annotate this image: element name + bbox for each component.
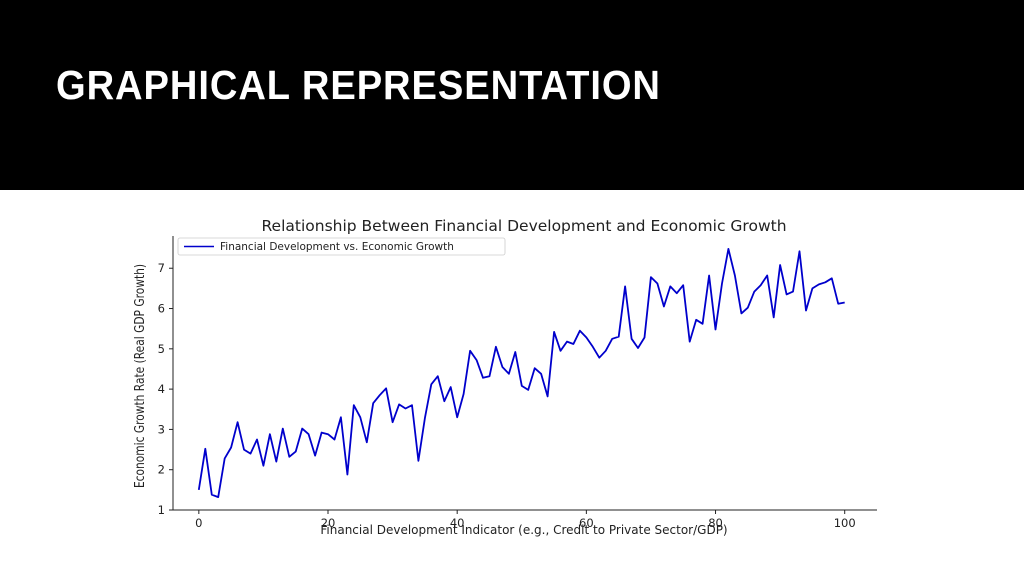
legend-frame [177,237,506,256]
x-axis-label: Financial Development Indicator (e.g., C… [320,523,727,537]
chart-title: Relationship Between Financial Developme… [261,217,786,235]
x-tick-label: 20 [321,516,336,530]
y-tick-label: 2 [158,463,165,477]
x-axis-ticks: 0 20 40 60 80 100 [195,510,856,530]
legend: Financial Development vs. Economic Growt… [177,237,506,256]
y-tick-label: 5 [158,342,165,356]
line-chart: Relationship Between Financial Developme… [132,217,877,537]
series-layer [197,248,845,499]
y-tick-label: 1 [158,503,165,517]
y-tick-label: 4 [158,382,165,396]
slide-header: GRAPHICAL REPRESENTATION [0,0,1024,190]
x-tick-label: 0 [195,516,202,530]
series-line [197,248,845,499]
x-tick-label: 100 [834,516,856,530]
x-tick-label: 60 [579,516,594,530]
y-axis-label: Economic Growth Rate (Real GDP Growth) [132,264,147,488]
y-tick-label: 7 [158,261,165,275]
y-tick-label: 3 [158,422,165,436]
y-tick-label: 6 [158,302,165,316]
y-axis-ticks: 1 2 3 4 5 6 7 [158,261,173,517]
legend-label: Financial Development vs. Economic Growt… [220,241,454,253]
x-tick-label: 80 [708,516,723,530]
slide-title: GRAPHICAL REPRESENTATION [56,62,661,108]
x-tick-label: 40 [450,516,465,530]
